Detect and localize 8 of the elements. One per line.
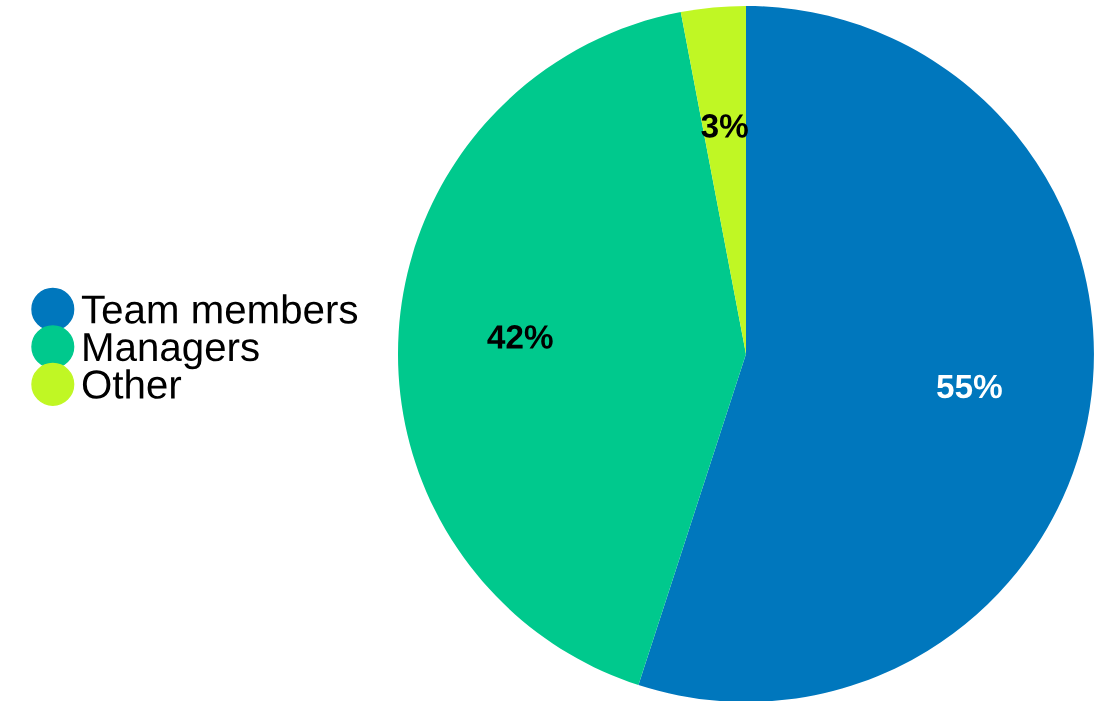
legend-label: Managers	[84, 333, 259, 370]
pie-slice	[638, 5, 1094, 701]
pie-slice	[398, 12, 746, 685]
data-label: 55%	[937, 374, 1002, 399]
legend-label: Other	[82, 369, 182, 399]
pie-slice	[680, 5, 746, 354]
data-label: 42%	[487, 325, 553, 349]
legend-label: Team members	[81, 294, 358, 324]
